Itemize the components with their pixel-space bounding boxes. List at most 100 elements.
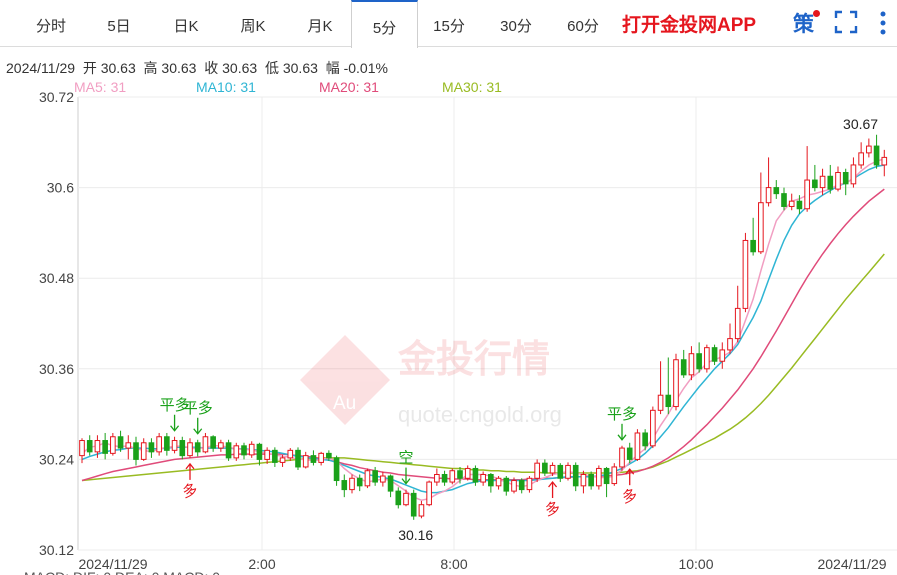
- tab-2[interactable]: 日K: [173, 18, 199, 35]
- tab-4[interactable]: 月K: [307, 18, 333, 35]
- candle: [441, 470, 448, 486]
- candle: [611, 463, 618, 486]
- candle-body: [804, 179, 810, 210]
- candle: [619, 445, 625, 471]
- expand-icon[interactable]: [834, 10, 858, 40]
- candle: [657, 361, 664, 415]
- candle-body: [634, 432, 641, 460]
- candle-body: [719, 349, 726, 362]
- candle: [333, 455, 340, 486]
- candle-body: [842, 172, 849, 185]
- vertical-dots-icon[interactable]: [878, 10, 888, 42]
- ma20-line: [81, 188, 885, 482]
- candle-body: [858, 152, 864, 166]
- candle: [634, 429, 641, 461]
- signal-arrowhead: [625, 468, 635, 475]
- candle: [179, 436, 186, 460]
- candle-body: [426, 481, 432, 506]
- x-tick-label: 10:00: [678, 556, 713, 572]
- candle-body: [395, 490, 402, 506]
- signal-arrowhead: [548, 480, 558, 488]
- candle-body: [148, 442, 155, 453]
- candle: [472, 465, 479, 486]
- candle: [765, 157, 772, 207]
- candle: [464, 465, 471, 481]
- tab-6[interactable]: 15分: [433, 18, 465, 35]
- candle-body: [125, 442, 132, 449]
- candle-body: [318, 452, 324, 463]
- candle: [79, 438, 85, 464]
- tab-8[interactable]: 60分: [567, 18, 599, 35]
- candle: [673, 353, 679, 411]
- candle-body: [665, 394, 672, 408]
- candle-body: [511, 480, 517, 492]
- candle: [372, 466, 378, 486]
- candle-body: [171, 440, 178, 451]
- candle-body: [403, 492, 409, 506]
- signal-label: 多: [543, 498, 562, 519]
- candle-body: [796, 200, 803, 210]
- y-tick-label: 30.72: [39, 89, 74, 105]
- tab-5[interactable]: 5分: [351, 0, 418, 48]
- candle: [488, 472, 494, 493]
- candle-body: [619, 447, 625, 468]
- candle: [248, 441, 255, 458]
- candle-body: [534, 462, 540, 479]
- candle-body: [333, 457, 340, 482]
- candle: [734, 285, 741, 343]
- signal-arrowhead: [170, 425, 180, 432]
- candle-body: [287, 449, 294, 459]
- ma30-label: MA30: 31: [442, 79, 502, 95]
- candle-body: [349, 477, 355, 491]
- candle: [387, 474, 394, 498]
- candle: [102, 432, 108, 460]
- candle: [866, 138, 872, 158]
- candle-body: [156, 436, 162, 453]
- signal-arrowhead: [617, 434, 627, 441]
- candle: [202, 432, 209, 454]
- tab-1[interactable]: 5日: [107, 18, 131, 35]
- candle: [364, 468, 371, 489]
- candle-body: [827, 175, 834, 190]
- watermark-logo: [300, 335, 390, 425]
- y-tick-label: 30.12: [39, 542, 74, 558]
- candle-body: [495, 477, 502, 487]
- strategy-button[interactable]: 策: [793, 8, 820, 38]
- candle-body: [79, 440, 85, 457]
- ma5-line: [81, 158, 885, 501]
- candle: [750, 217, 756, 256]
- signal-arrowhead: [185, 462, 195, 470]
- candle-body: [673, 359, 679, 408]
- candle: [218, 439, 224, 452]
- open-app-link[interactable]: 打开金投网APP: [622, 15, 757, 36]
- candle: [457, 466, 463, 484]
- candle-body: [696, 353, 702, 370]
- candle: [881, 149, 888, 177]
- candle-body: [819, 175, 826, 189]
- candle-body: [549, 464, 556, 474]
- x-tick-label: 2:00: [248, 556, 275, 572]
- tab-7[interactable]: 30分: [500, 18, 532, 35]
- candle: [418, 500, 425, 519]
- candle: [341, 474, 348, 498]
- candle-body: [688, 353, 695, 376]
- candle: [727, 323, 733, 354]
- candle: [873, 134, 880, 169]
- candle-body: [256, 443, 263, 460]
- tab-3[interactable]: 周K: [240, 18, 266, 35]
- ma30-line: [81, 253, 885, 482]
- candle-body: [557, 464, 564, 479]
- candle: [395, 487, 402, 509]
- tab-0[interactable]: 分时: [35, 18, 66, 35]
- candle-body: [140, 442, 147, 460]
- candle: [380, 471, 386, 487]
- candle: [781, 187, 787, 211]
- ohlc-info: 2024/11/29 开 30.63 高 30.63 收 30.63 低 30.…: [6, 60, 388, 76]
- candle-body: [866, 145, 872, 154]
- candle: [626, 442, 633, 464]
- candle: [688, 346, 695, 381]
- candle: [133, 436, 139, 466]
- candle-body: [372, 470, 378, 483]
- candle: [719, 342, 726, 369]
- candle-body: [704, 347, 710, 370]
